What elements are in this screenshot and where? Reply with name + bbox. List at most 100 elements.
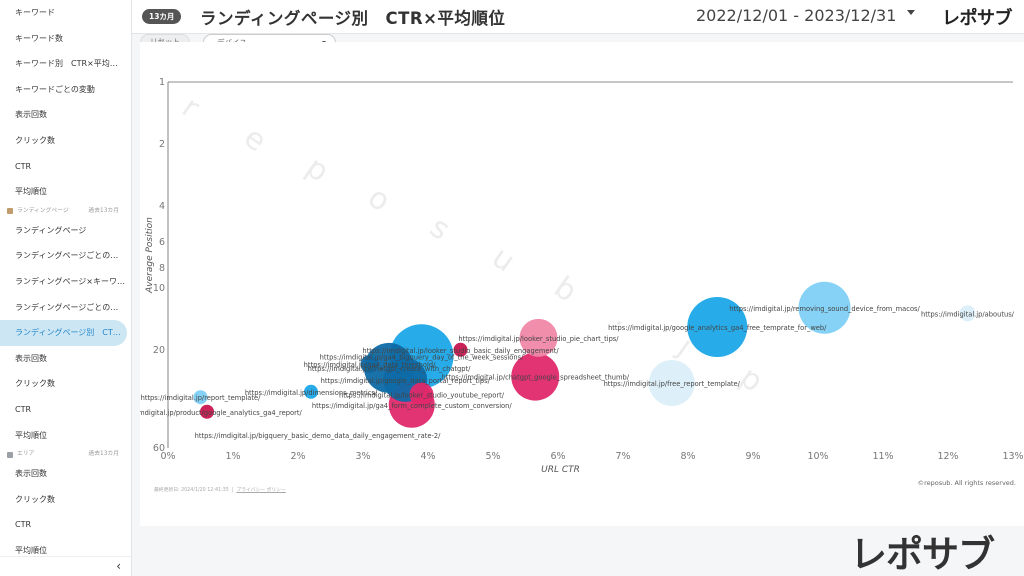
y-tick-label: 2 — [159, 139, 165, 150]
bubble-label: https://imdigital.jp/report_template/ — [141, 394, 262, 402]
watermark-char: p — [299, 150, 335, 190]
sidebar-item[interactable]: 表示回数 — [15, 469, 47, 479]
sidebar-item[interactable]: CTR — [15, 161, 32, 171]
x-tick-label: 2% — [290, 451, 305, 462]
x-tick-label: 5% — [485, 451, 500, 462]
sidebar-list: キーワードキーワード数キーワード別 CTR×平均順位 キーワードごとの変動 表示回数… — [0, 0, 131, 556]
sidebar-item[interactable]: キーワードごとの変動 — [15, 84, 95, 94]
bubble-label: https://imdigital.jp/chatgpt_google_spre… — [441, 374, 629, 382]
bubble[interactable] — [511, 352, 560, 401]
bubble-label: https://imdigital.jp/google_data_portal_… — [321, 377, 491, 385]
bubble-label: https://imdigital.jp/free_report_templat… — [604, 380, 741, 388]
sidebar: キーワードキーワード数キーワード別 CTR×平均順位 キーワードごとの変動 表示回数… — [0, 0, 132, 576]
date-dropdown-icon[interactable] — [907, 10, 915, 15]
sidebar-item[interactable]: ランディングページごとの変動 — [15, 302, 127, 312]
last-updated-text: 最終更新日: 2024/1/20 12:41:35 — [154, 488, 229, 493]
privacy-policy-link[interactable]: プライバシー ポリシー — [236, 488, 286, 493]
section-icon — [7, 208, 13, 215]
y-tick-label: 1 — [159, 77, 165, 88]
bubble-label: https://imdigital.jp/looker_studio_basic… — [362, 347, 559, 355]
brand-logo: レポサブ — [850, 533, 995, 576]
last-updated: 最終更新日: 2024/1/20 12:41:35 | プライバシー ポリシー — [154, 488, 286, 493]
sidebar-item[interactable]: ランディングページごとの変動 — [15, 251, 127, 261]
header-logo: レポサブ — [942, 8, 1013, 29]
watermark-char: s — [423, 210, 456, 248]
bubble[interactable] — [409, 382, 434, 407]
sidebar-item[interactable]: キーワード — [15, 8, 55, 17]
bubble-label: https://imdigital.jp/google_analytics_ga… — [608, 324, 827, 332]
sidebar-item[interactable]: 平均順位 — [15, 187, 47, 197]
bubble[interactable] — [193, 390, 208, 405]
y-tick-label: 8 — [159, 263, 165, 274]
y-tick-label: 6 — [159, 237, 165, 248]
x-tick-label: 10% — [807, 451, 828, 462]
bubble[interactable] — [959, 305, 976, 322]
sidebar-item[interactable]: ランディングページ — [15, 225, 87, 235]
x-tick-label: 6% — [550, 451, 565, 462]
bubble[interactable] — [798, 281, 851, 334]
bubble[interactable] — [360, 355, 379, 374]
main-content: リセット デバイス reposub.jp0%1%2%3%4%5%6%7%8%9%… — [132, 34, 1024, 576]
sidebar-item[interactable]: ランディングページ×キーワード — [15, 276, 131, 286]
x-tick-label: 11% — [872, 451, 893, 462]
y-tick-label: 20 — [153, 345, 165, 356]
date-range-picker[interactable]: 2022/12/01 - 2023/12/31 — [696, 6, 897, 25]
bubble-label: https://imdigital.jp/removing_sound_devi… — [729, 305, 920, 313]
sidebar-item[interactable]: キーワード別 CTR×平均順位 — [15, 59, 126, 69]
watermark-char: o — [361, 180, 396, 219]
sidebar-section-period: 過去13カ月 — [88, 451, 119, 458]
x-tick-label: 9% — [745, 451, 760, 462]
sidebar-item[interactable]: クリック数 — [15, 135, 55, 145]
x-tick-label: 12% — [937, 451, 958, 462]
watermark-char: e — [237, 120, 272, 159]
bubble-label: https://imdigital.jp/chatgpt_create_with… — [308, 365, 472, 373]
sidebar-item[interactable]: 平均順位 — [15, 545, 47, 555]
y-axis-title: Average Position — [145, 217, 155, 294]
watermark-char: u — [485, 240, 521, 280]
y-tick-label: 10 — [153, 283, 165, 294]
bubble-label: https://imdigital.jp/aboutus/ — [921, 310, 1015, 318]
bubble-label: https://imdigital.jp/looker_studio_youtu… — [339, 392, 505, 400]
y-tick-label: 60 — [153, 443, 165, 454]
sidebar-item[interactable]: 表示回数 — [15, 110, 47, 120]
header: 13カ月 ランディングページ別 CTR×平均順位 2022/12/01 - 20… — [132, 0, 1024, 34]
x-tick-label: 3% — [355, 451, 370, 462]
x-axis-title: URL CTR — [541, 465, 580, 475]
sidebar-item[interactable]: 表示回数 — [15, 353, 47, 363]
sidebar-item[interactable]: ランディングページ別 CTR×平均順位 — [0, 320, 127, 346]
sidebar-item[interactable]: クリック数 — [15, 379, 55, 389]
bubble[interactable] — [304, 384, 318, 399]
bubble-label: https://imdigital.jp/product/google_anal… — [140, 409, 302, 417]
x-tick-label: 0% — [160, 451, 175, 462]
sidebar-section-label: エリア — [17, 451, 35, 458]
sidebar-section-period: 過去13カ月 — [88, 207, 119, 214]
scatter-chart: reposub.jp0% 1% 2% 3% 4% 5% 6% 7% 8% 9% 10% 11% 12% 1… — [140, 77, 1024, 475]
sidebar-item[interactable]: キーワード数 — [15, 33, 63, 43]
bubble[interactable] — [453, 342, 468, 357]
chart-card: r e p o s u b. j p 0% 1% 2% 3% 4% 5% 6% 7% 8% 9% 10% 11% 12% 1… — [140, 42, 1024, 526]
period-badge: 13カ月 — [142, 9, 182, 24]
sidebar-item[interactable]: クリック数 — [15, 494, 55, 504]
bubble-label: https://imdigital.jp/bigquery_basic_demo… — [195, 432, 442, 440]
collapse-sidebar-button[interactable]: ‹ — [0, 556, 131, 576]
x-tick-label: 13% — [1002, 451, 1023, 462]
sidebar-item[interactable]: CTR — [15, 520, 32, 530]
x-tick-label: 7% — [615, 451, 630, 462]
page-title: ランディングページ別 CTR×平均順位 — [200, 9, 506, 28]
watermark-char: r — [175, 90, 206, 126]
watermark-char: b — [547, 270, 583, 310]
sidebar-section-header: ランディングページ 過去13カ月 — [0, 205, 131, 218]
bubble-label: https://imdigital.jp/ga4_data_threshold/ — [304, 361, 436, 369]
sidebar-item[interactable]: CTR — [15, 404, 32, 414]
bubble[interactable] — [519, 318, 558, 357]
sidebar-section-header: エリア 過去13カ月 — [0, 448, 131, 461]
bubble[interactable] — [648, 360, 695, 407]
x-tick-label: 4% — [420, 451, 435, 462]
x-tick-label: 8% — [680, 451, 695, 462]
bubble[interactable] — [200, 404, 214, 419]
bubble-label: https://imdigital.jp/ga4_form_complete_c… — [312, 402, 513, 410]
bubble[interactable] — [687, 297, 748, 358]
bubble-label: https://imdigital.jp/ga4_bigquery_day_of… — [320, 353, 524, 361]
sidebar-item[interactable]: 平均順位 — [15, 430, 47, 440]
